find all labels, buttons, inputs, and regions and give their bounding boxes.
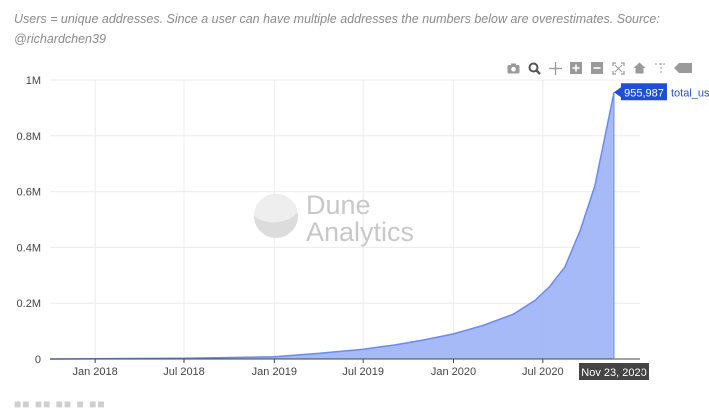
y-tick-label: 0: [35, 354, 41, 366]
footer-text: ■■ ■■ ■■ ■ ■■: [14, 397, 106, 411]
x-tick-label: Jan 2019: [252, 366, 297, 378]
x-tick-label: Jul 2020: [522, 366, 564, 378]
zoom-out-icon[interactable]: [590, 61, 604, 75]
y-tick-label: 0.2M: [17, 298, 41, 310]
zoom-icon[interactable]: [527, 61, 541, 75]
hover-x-box: [578, 363, 649, 380]
x-tick-label: Jan 2018: [73, 366, 118, 378]
x-tick-label: Jul 2019: [342, 366, 384, 378]
series-line-total-users: [49, 92, 615, 360]
hover-x-label: Nov 23, 2020: [581, 367, 646, 379]
hover-value-label: 955,987: [624, 87, 664, 99]
camera-icon[interactable]: [506, 61, 520, 75]
zoom-in-icon[interactable]: [569, 61, 583, 75]
hover-pointer: [613, 87, 621, 98]
dune-analytics-watermark: Dune Analytics: [254, 190, 414, 247]
watermark-logo-shade: [254, 194, 298, 223]
hover-value-box: [620, 83, 667, 101]
hover-compare-icon[interactable]: [674, 61, 692, 75]
reset-axes-icon[interactable]: [632, 61, 646, 75]
x-axis-ticks: Jan 2018 Jul 2018 Jan 2019 Jul 2019 Jan 2020…: [73, 359, 564, 378]
y-tick-label: 0.8M: [17, 131, 41, 143]
x-tick-label: Jan 2020: [431, 366, 476, 378]
watermark-line-2: Analytics: [306, 217, 414, 247]
pan-icon[interactable]: [548, 61, 562, 75]
caption-line-1: Users = unique addresses. Since a user c…: [14, 12, 660, 26]
corner-text: 1: [638, 364, 645, 376]
y-tick-label: 0.4M: [17, 242, 41, 254]
x-tick-label: Jul 2018: [163, 366, 205, 378]
y-tick-label: 0.6M: [17, 187, 41, 199]
spike-lines-icon[interactable]: [653, 61, 667, 75]
autoscale-icon[interactable]: [611, 61, 625, 75]
y-tick-label: 1M: [26, 75, 41, 87]
hover-tooltip: 955,987 total_users Nov 23, 2020: [578, 83, 709, 380]
watermark-line-1: Dune: [306, 190, 371, 220]
hover-series-label: total_users: [671, 87, 709, 99]
y-axis-ticks: 0 0.2M 0.4M 0.6M 0.8M 1M: [17, 75, 41, 366]
chart-modebar: [506, 59, 692, 77]
chart-caption: Users = unique addresses. Since a user c…: [14, 9, 694, 49]
caption-line-2: @richardchen39: [14, 32, 106, 46]
series-area-total-users: [50, 92, 614, 360]
